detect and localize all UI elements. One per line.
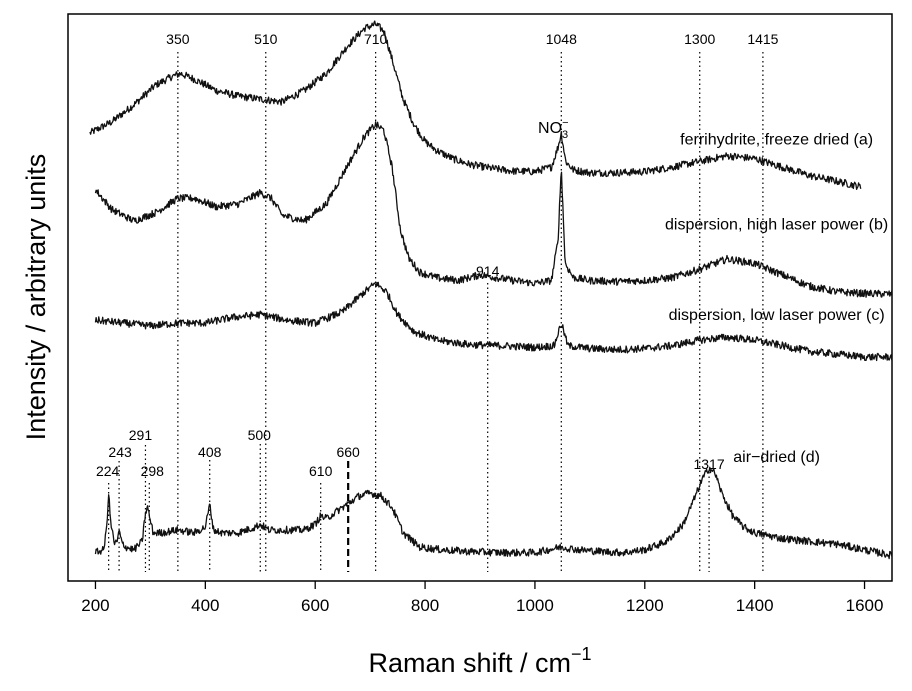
peak-label: 660 [336, 444, 360, 460]
spectrum-line [94, 466, 893, 560]
spectrum-line [89, 20, 862, 191]
plot-frame [67, 13, 893, 582]
series-label: ferrihydrite, freeze dried (a) [680, 131, 873, 148]
x-tick-label: 1600 [846, 596, 884, 615]
reference-lines: 2242432912983504085005106106607109141048… [96, 31, 779, 572]
series-label: dispersion, high laser power (b) [665, 216, 888, 233]
x-tick-label: 400 [191, 596, 219, 615]
spectra: ferrihydrite, freeze dried (a) dispersion… [89, 20, 893, 560]
peak-label: 350 [166, 31, 190, 47]
peak-label: 298 [141, 463, 165, 479]
peak-label: 510 [254, 31, 278, 47]
peak-label: 243 [108, 444, 132, 460]
spectrum-line [94, 281, 893, 362]
peak-label: 1415 [747, 31, 778, 47]
x-axis-title: Raman shift / cm−1 [368, 644, 591, 678]
nitrate-annotation: NO3− [538, 117, 569, 141]
peak-label: 1048 [546, 31, 577, 47]
x-tick-label: 800 [411, 596, 439, 615]
y-axis-title: Intensity / arbitrary units [21, 154, 51, 441]
peak-label: 1317 [693, 456, 724, 472]
peak-label: 291 [129, 427, 153, 443]
series-label: dispersion, low laser power (c) [669, 307, 885, 324]
x-tick-label: 1400 [736, 596, 774, 615]
x-tick-label: 1200 [626, 596, 664, 615]
peak-label: 710 [364, 31, 388, 47]
annotations: NO3− [538, 117, 569, 141]
x-tick-label: 200 [81, 596, 109, 615]
peak-label: 500 [248, 427, 272, 443]
series-label: air−dried (d) [733, 449, 820, 466]
x-tick-label: 600 [301, 596, 329, 615]
spectrum-line [94, 121, 893, 298]
peak-label: 1300 [684, 31, 715, 47]
peak-label: 408 [198, 444, 222, 460]
peak-label: 224 [96, 463, 120, 479]
x-axis: 200 400 600 800 1000 1200 1400 1600 [81, 581, 883, 615]
x-tick-label: 1000 [516, 596, 554, 615]
peak-label: 610 [309, 463, 333, 479]
